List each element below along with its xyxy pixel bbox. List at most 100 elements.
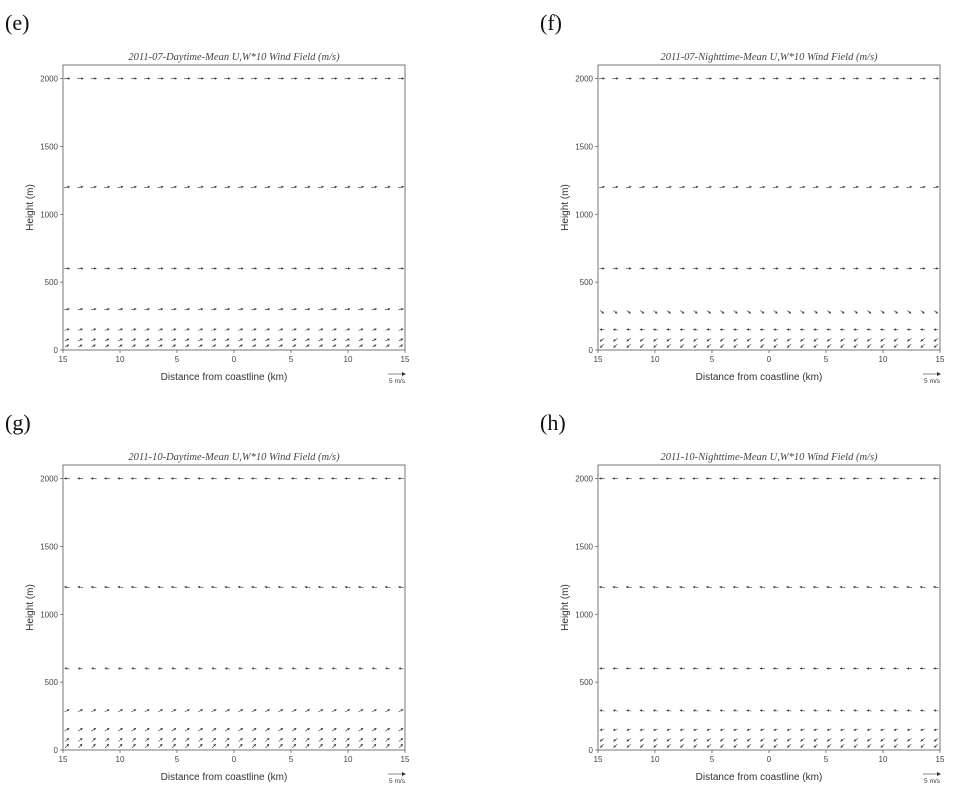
wind-arrow-head — [331, 585, 334, 589]
wind-arrow — [692, 77, 699, 80]
wind-arrow-head — [333, 338, 337, 341]
wind-arrow-head — [278, 667, 281, 670]
wind-arrow — [812, 77, 819, 80]
wind-arrow-head — [161, 77, 164, 80]
wind-arrow-head — [626, 345, 630, 348]
wind-arrow-head — [291, 585, 294, 589]
scale-arrow-head — [937, 372, 941, 376]
wind-arrow — [211, 338, 217, 342]
wind-arrow — [77, 77, 84, 80]
wind-arrow — [117, 307, 124, 311]
wind-arrow-head — [893, 585, 896, 589]
wind-arrow-head — [721, 311, 725, 314]
wind-arrow-head — [746, 585, 749, 589]
wind-arrow — [599, 477, 605, 480]
wind-arrow — [599, 338, 605, 342]
wind-arrow-head — [347, 709, 350, 712]
wind-arrow — [130, 477, 137, 480]
x-tick-label: 10 — [116, 355, 125, 364]
wind-arrow-head — [813, 667, 816, 670]
wind-arrow — [317, 77, 324, 80]
wind-arrow-head — [147, 185, 151, 189]
wind-field-chart: 2011-07-Daytime-Mean U,W*10 Wind Field (… — [25, 52, 410, 385]
wind-arrow-head — [264, 585, 267, 589]
wind-arrow — [853, 709, 859, 712]
wind-arrow-head — [197, 585, 201, 589]
wind-arrow — [666, 338, 672, 342]
wind-arrow-head — [815, 311, 818, 314]
wind-arrow — [705, 77, 712, 80]
wind-arrow — [104, 338, 110, 342]
wind-arrow — [331, 338, 337, 342]
wind-arrow-head — [759, 585, 762, 589]
wind-arrow — [118, 338, 123, 342]
wind-arrow-head — [293, 344, 297, 347]
wind-arrow — [384, 477, 391, 480]
wind-arrow-head — [280, 709, 284, 712]
wind-arrow — [358, 307, 364, 311]
wind-arrow-head — [400, 344, 403, 347]
wind-arrow — [639, 728, 645, 731]
wind-arrow — [760, 310, 765, 314]
wind-arrow-head — [119, 344, 123, 347]
wind-arrow — [198, 743, 203, 749]
wind-arrow-head — [601, 311, 604, 314]
wind-arrow — [693, 328, 698, 331]
wind-arrow-head — [773, 328, 776, 331]
wind-arrow — [639, 743, 645, 748]
wind-arrow-head — [400, 738, 404, 741]
wind-arrow-head — [387, 738, 390, 741]
wind-arrow-head — [227, 185, 231, 189]
wind-arrow-head — [746, 328, 750, 331]
wind-arrow — [827, 743, 832, 748]
wind-arrow — [719, 477, 726, 480]
wind-arrow — [371, 727, 377, 732]
wind-arrow-head — [840, 728, 843, 731]
x-tick-label: 5 — [710, 755, 715, 764]
y-tick-label: 0 — [54, 746, 59, 755]
wind-arrow — [866, 585, 873, 589]
wind-arrow — [866, 477, 873, 480]
wind-arrow — [800, 743, 805, 748]
wind-arrow-head — [613, 328, 616, 331]
wind-arrow-head — [318, 585, 321, 589]
wind-arrow — [344, 185, 351, 189]
wind-arrow — [799, 667, 806, 670]
wind-arrow-head — [760, 338, 763, 342]
panel-h: (h) 2011-10-Nighttime-Mean U,W*10 Wind F… — [540, 410, 960, 790]
wind-arrow — [224, 267, 231, 270]
wind-arrow-head — [80, 307, 83, 311]
wind-arrow-head — [360, 338, 364, 341]
wind-arrow-head — [66, 344, 69, 347]
wind-arrow — [184, 267, 191, 270]
wind-arrow — [893, 709, 899, 712]
wind-arrow-head — [813, 745, 817, 748]
wind-arrow — [599, 77, 605, 80]
wind-arrow — [706, 738, 712, 742]
wind-arrow-head — [388, 77, 391, 80]
wind-arrow — [639, 343, 645, 348]
wind-arrow — [692, 477, 699, 480]
wind-arrow-head — [241, 267, 244, 270]
wind-arrow-head — [251, 667, 255, 670]
wind-arrow — [304, 307, 311, 311]
wind-arrow-head — [347, 738, 350, 741]
wind-arrow — [318, 737, 324, 742]
wind-arrow-head — [240, 338, 243, 341]
wind-arrow-head — [867, 338, 870, 342]
wind-arrow-head — [760, 328, 763, 331]
wind-arrow-head — [360, 709, 364, 712]
wind-arrow-head — [626, 667, 629, 670]
wind-arrow — [866, 77, 873, 80]
wind-arrow-head — [93, 338, 96, 341]
wind-arrow-head — [907, 328, 910, 331]
wind-arrow-head — [682, 185, 685, 189]
wind-arrow-head — [786, 728, 790, 731]
wind-arrow — [331, 307, 337, 311]
wind-arrow — [358, 328, 364, 331]
wind-arrow-head — [213, 738, 216, 741]
wind-arrow — [131, 667, 137, 670]
wind-arrow-head — [160, 709, 163, 712]
wind-arrow-head — [920, 328, 923, 331]
x-tick-label: 10 — [879, 355, 888, 364]
